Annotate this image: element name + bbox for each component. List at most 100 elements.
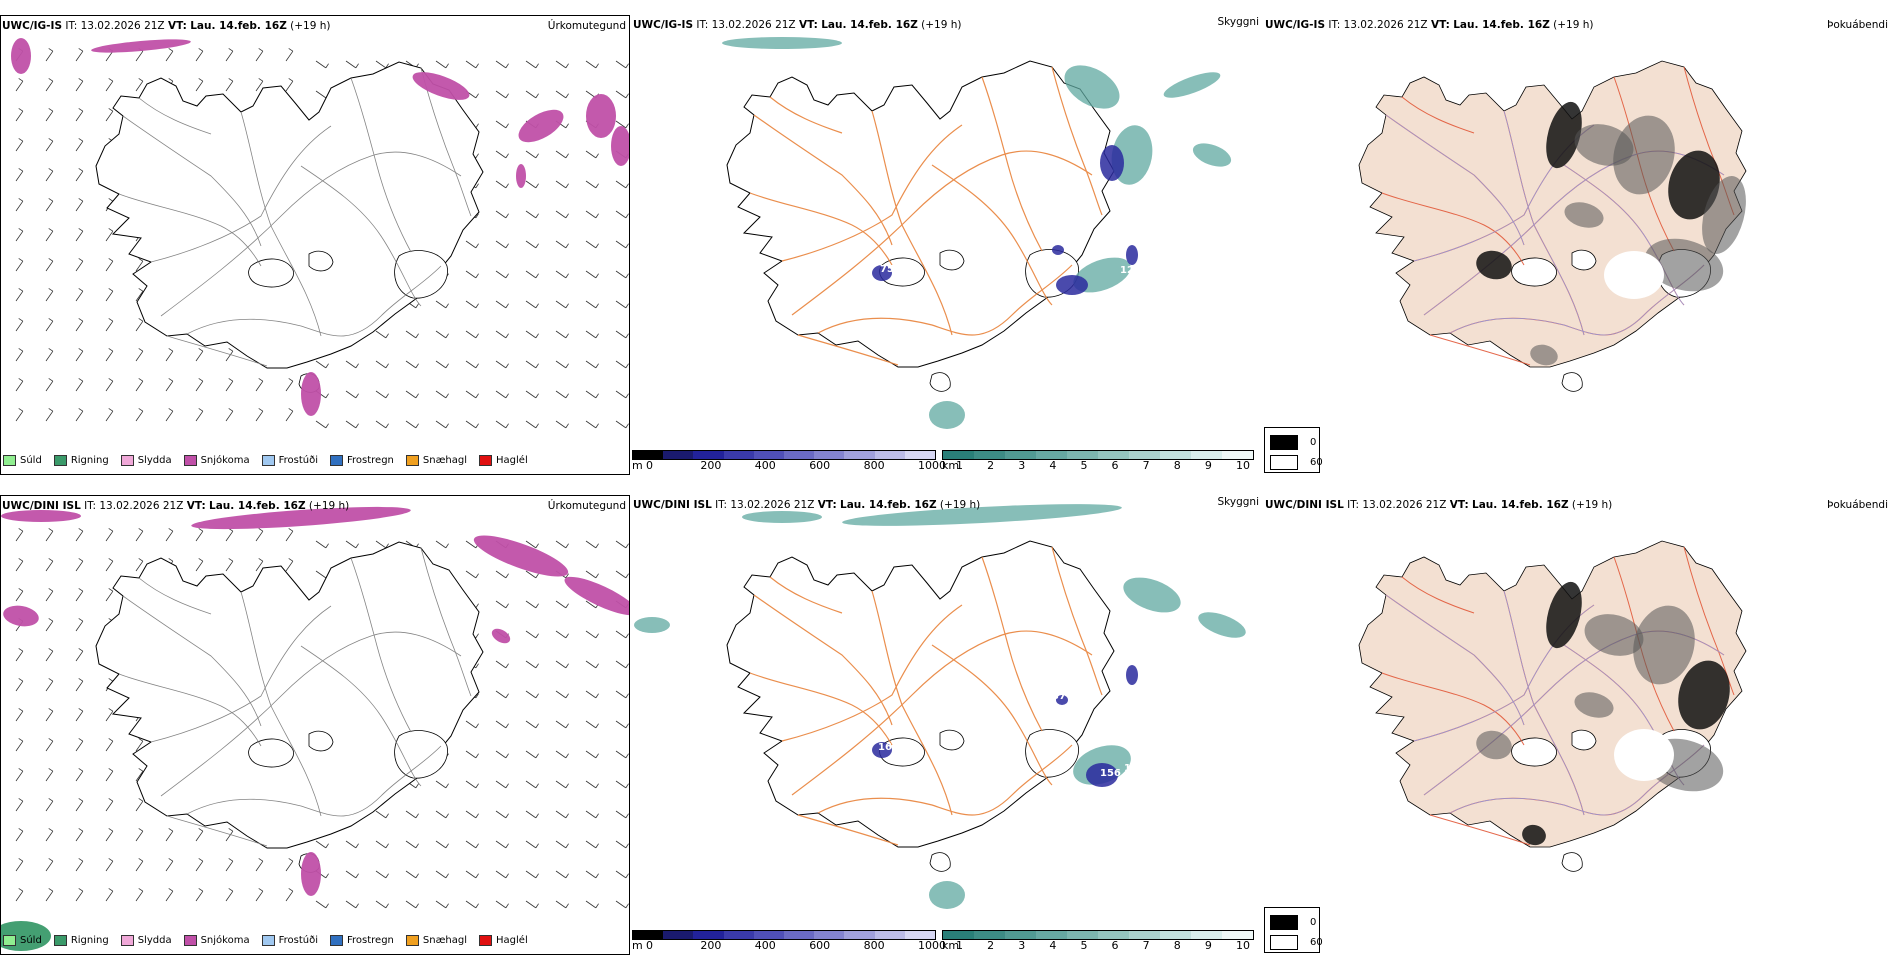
legend-item: Frostregn — [330, 934, 394, 946]
wind-barb-feather — [535, 873, 539, 879]
wind-barb-feather — [355, 903, 359, 909]
road-line — [797, 334, 899, 366]
wind-barb — [555, 630, 567, 639]
wind-barb — [105, 110, 114, 122]
wind-barb-feather — [415, 363, 419, 369]
wind-barb — [525, 810, 537, 819]
wind-barb-feather — [475, 123, 479, 129]
wind-barb — [555, 60, 567, 69]
wind-barb — [495, 90, 507, 99]
road-network — [749, 66, 1103, 366]
colorbar-strip — [942, 450, 1254, 460]
wind-barb — [435, 360, 447, 369]
wind-barb-feather — [535, 813, 539, 819]
road-line — [240, 591, 322, 817]
legend-label: Rigning — [70, 934, 109, 946]
legend-label: Snæhagl — [422, 454, 468, 466]
wind-barb-feather — [445, 333, 449, 339]
wind-barb-feather — [505, 663, 509, 669]
wind-barb-feather — [78, 558, 84, 562]
wind-barb-feather — [625, 873, 629, 879]
wind-barb — [45, 800, 54, 812]
colorbar-tick: 1 — [956, 459, 963, 472]
road-network — [749, 546, 1103, 846]
wind-barb — [15, 800, 24, 812]
lead-time: (+19 h) — [939, 499, 981, 511]
wind-barb — [15, 290, 24, 302]
wind-barb — [405, 810, 417, 819]
wind-barb — [555, 270, 567, 279]
wind-barb-feather — [445, 783, 449, 789]
road-line — [122, 595, 262, 727]
wind-barb-feather — [138, 348, 144, 352]
wind-barb-feather — [138, 768, 144, 772]
wind-barb-feather — [595, 843, 599, 849]
wind-barb — [135, 800, 144, 812]
legend-item: Rigning — [53, 454, 109, 466]
wind-barb — [405, 420, 417, 429]
legend-swatch — [330, 454, 343, 466]
low-visibility-area — [634, 617, 670, 633]
wind-barb — [45, 50, 54, 62]
wind-barb-feather — [475, 303, 479, 309]
road-line — [817, 264, 1073, 336]
wind-barb — [585, 240, 597, 249]
wind-barb — [315, 60, 327, 69]
wind-barb — [555, 750, 567, 759]
snow-area — [91, 39, 191, 53]
wind-barb-feather — [18, 708, 24, 712]
wind-barb — [615, 690, 627, 699]
cloud-panel: 156 111 167 194 37 UWC/DINI ISL IT: 13.02.20… — [632, 495, 1262, 955]
road-line — [240, 111, 322, 337]
legend-swatch — [120, 934, 134, 946]
wind-barb — [75, 560, 84, 572]
wind-barb — [525, 60, 537, 69]
wind-barb-feather — [475, 873, 479, 879]
wind-barb — [225, 830, 234, 842]
legend-item: Haglél — [479, 454, 528, 466]
wind-barb — [135, 860, 144, 872]
fog-indicator-area — [1574, 692, 1614, 718]
wind-barb-feather — [198, 348, 204, 352]
wind-barb — [75, 530, 84, 542]
wind-barb — [75, 740, 84, 752]
wind-barb-feather — [108, 258, 114, 262]
wind-barb — [465, 330, 477, 339]
road-line — [150, 605, 332, 743]
wind-barb — [75, 230, 84, 242]
wind-barb-feather — [415, 423, 419, 429]
model-name: UWC/DINI ISL — [2, 500, 81, 512]
low-visibility-area — [1163, 72, 1221, 98]
wind-barb-feather — [505, 723, 509, 729]
colorbar-tick: 1000 — [918, 939, 946, 952]
wind-barb — [555, 330, 567, 339]
wind-barb — [45, 140, 54, 152]
wind-barb — [75, 50, 84, 62]
wind-barb — [75, 590, 84, 602]
legend-item: Snæhagl — [405, 454, 468, 466]
road-line — [166, 335, 268, 367]
wind-barb — [75, 140, 84, 152]
height-colorbar: m 0 200 400 600 800 1000 — [632, 450, 946, 472]
road-line — [420, 547, 472, 697]
wind-barb — [45, 170, 54, 182]
wind-barb — [525, 390, 537, 399]
wind-barb — [405, 330, 417, 339]
cloud-base-label: 156 — [1100, 768, 1121, 779]
road-line — [1051, 546, 1103, 696]
wind-barb — [165, 350, 174, 362]
wind-barb-feather — [505, 123, 509, 129]
wind-barb — [495, 60, 507, 69]
wind-barb-feather — [325, 873, 329, 879]
wind-barb-feather — [258, 858, 264, 862]
wind-barb — [285, 560, 294, 572]
wind-barb-feather — [565, 93, 569, 99]
wind-barb — [45, 890, 54, 902]
wind-barb-feather — [198, 858, 204, 862]
wind-barb — [465, 810, 477, 819]
wind-barb — [495, 690, 507, 699]
legend-swatch — [479, 934, 493, 946]
wind-barb — [585, 180, 597, 189]
glacier-outline — [939, 729, 965, 751]
wind-barb-feather — [625, 123, 629, 129]
